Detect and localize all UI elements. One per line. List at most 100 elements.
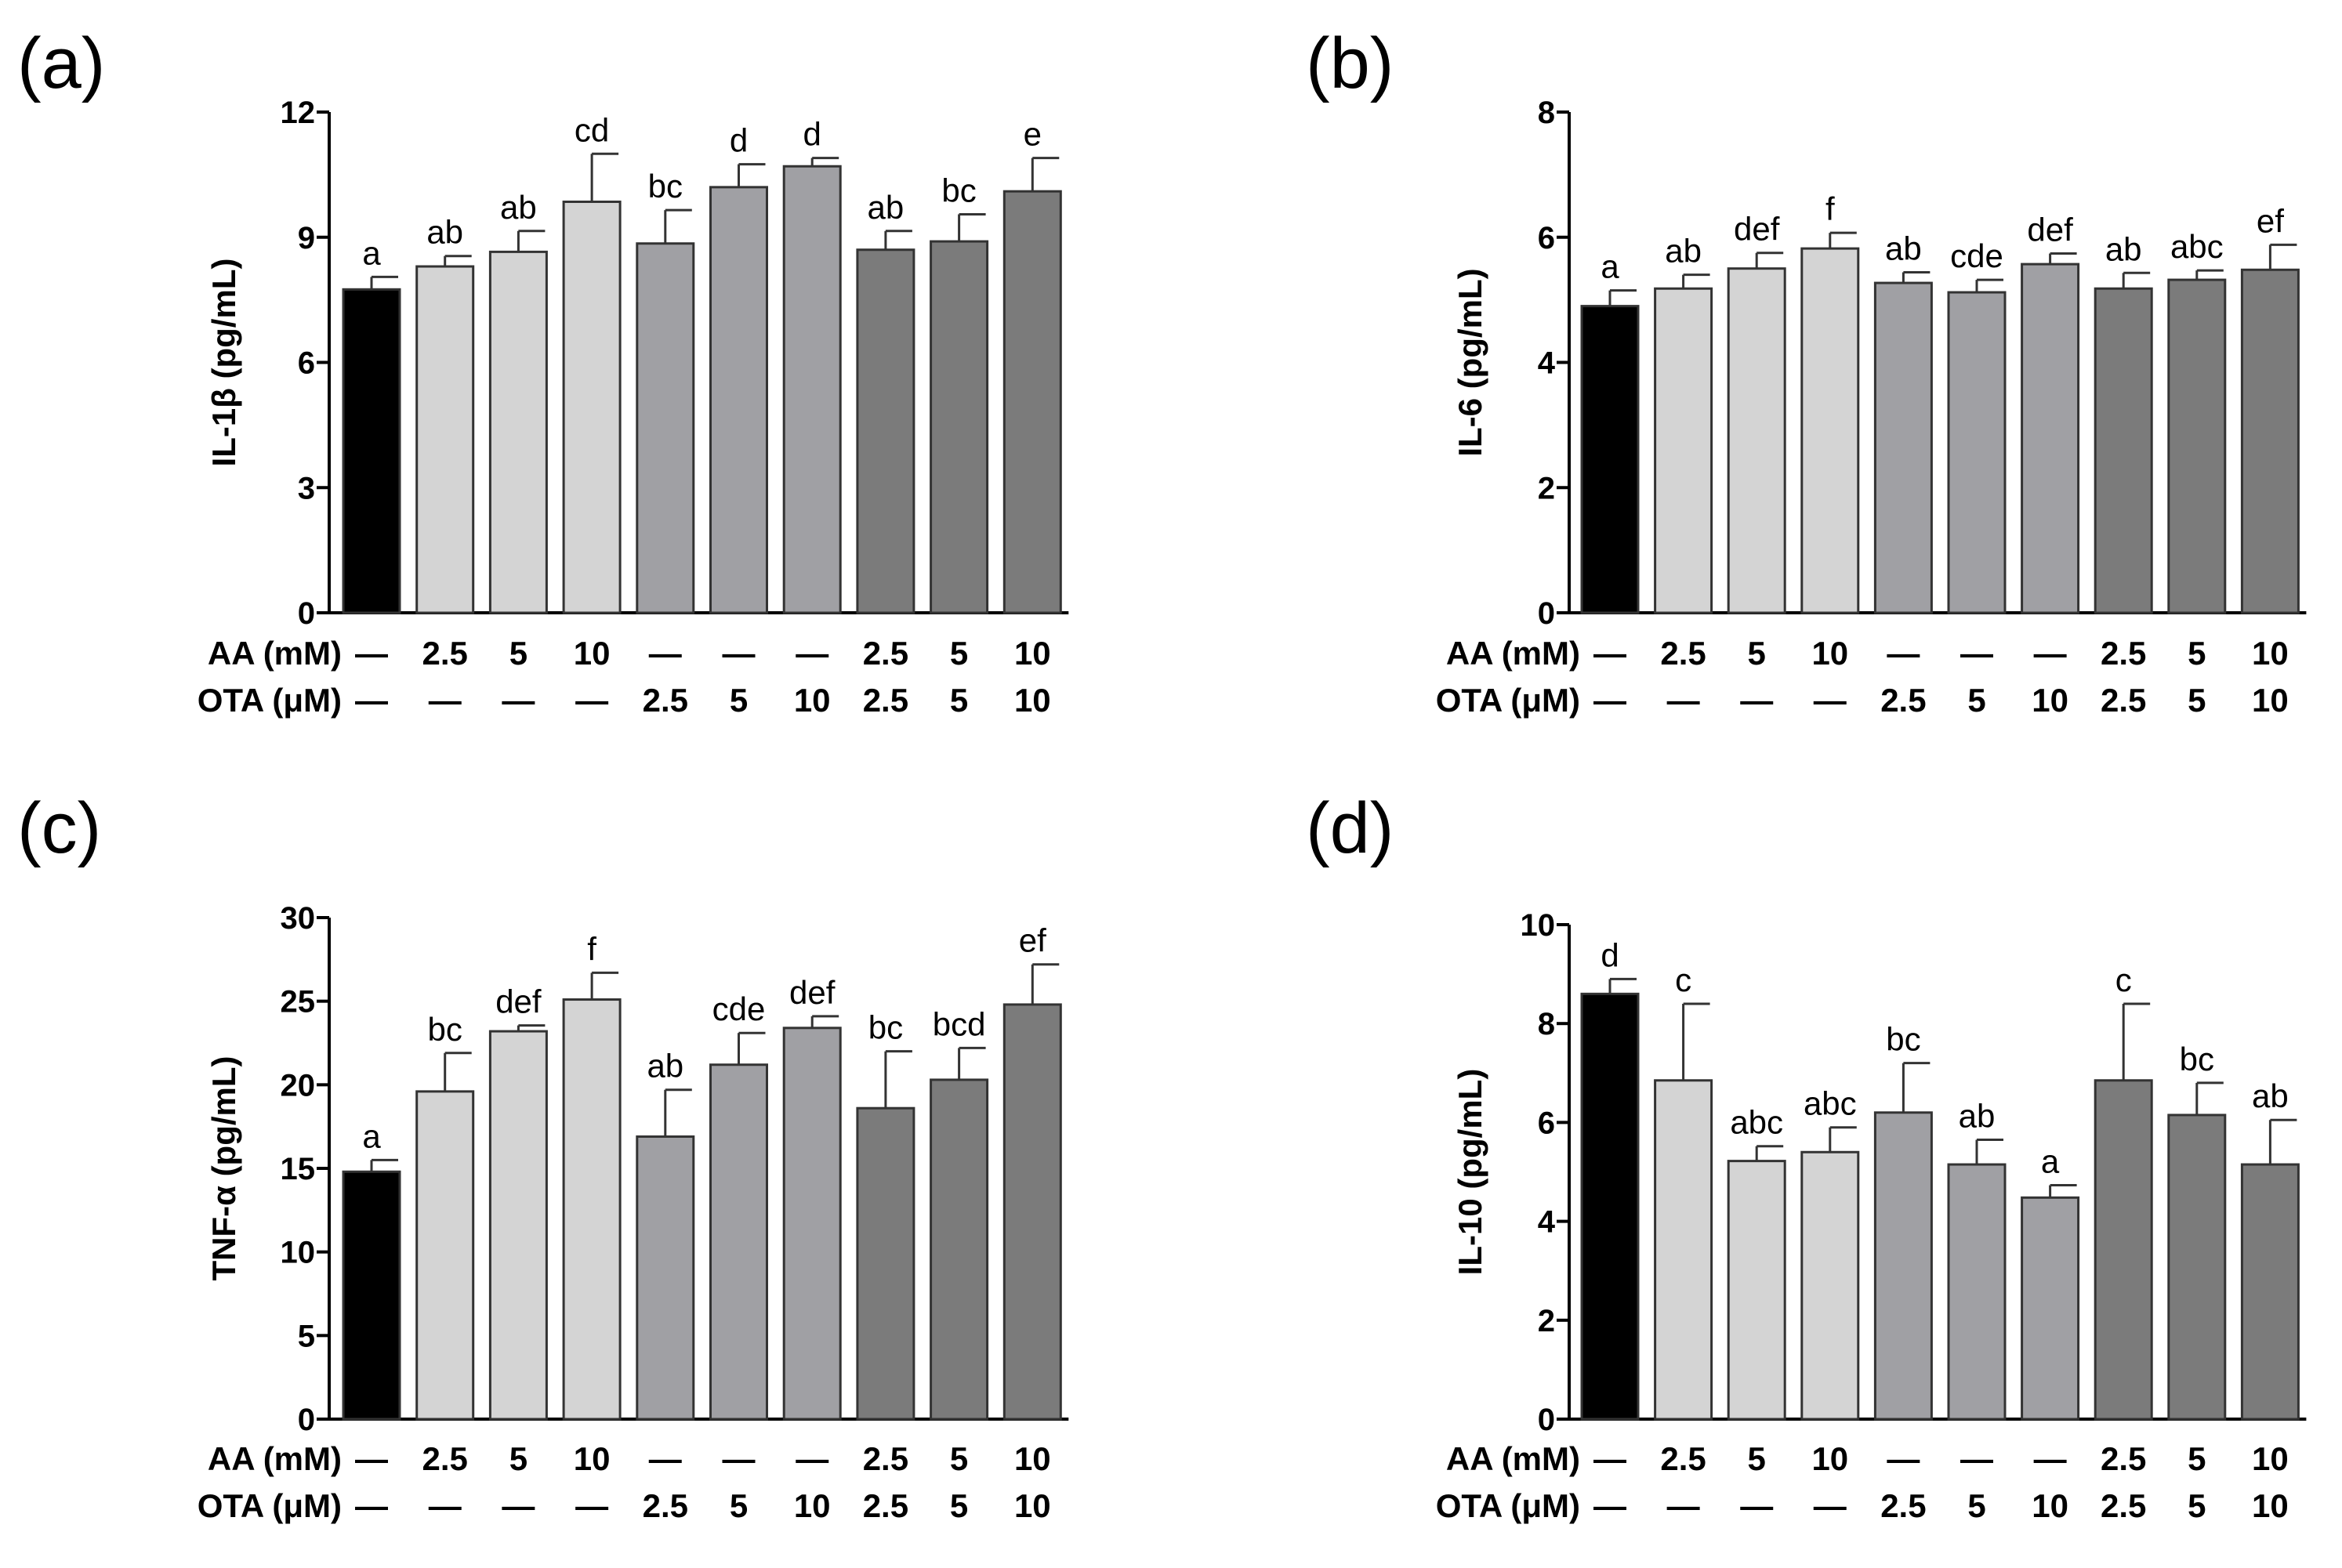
- aa-dose-2: 2.5: [1660, 635, 1706, 672]
- bar-5: [1873, 1111, 1933, 1421]
- significance-label-6: ab: [1959, 1097, 1996, 1134]
- y-tick-label: 6: [1538, 221, 1555, 255]
- significance-label-6: cde: [712, 990, 766, 1027]
- aa-dose-2: 2.5: [1660, 1440, 1706, 1477]
- ota-dose-10: 10: [1014, 1487, 1051, 1524]
- y-tick-label: 12: [281, 96, 316, 130]
- y-tick-label: 0: [1538, 596, 1555, 631]
- bar-10: [2240, 268, 2300, 614]
- aa-dose-7: —: [2034, 1440, 2067, 1477]
- significance-label-2: ab: [426, 214, 463, 251]
- significance-label-4: abc: [1804, 1085, 1857, 1122]
- aa-dose-4: 10: [574, 1440, 611, 1477]
- significance-label-7: def: [789, 974, 836, 1011]
- aa-dose-8: 2.5: [863, 1440, 908, 1477]
- significance-label-3: abc: [1730, 1104, 1783, 1141]
- significance-label-8: ab: [2105, 230, 2142, 267]
- aa-dose-5: —: [1887, 635, 1920, 672]
- bar-10: [2240, 1163, 2300, 1421]
- aa-dose-9: 5: [950, 635, 968, 672]
- y-tick-label: 4: [1538, 1205, 1556, 1240]
- bar-3: [488, 1030, 548, 1421]
- ota-dose-8: 2.5: [2101, 682, 2146, 719]
- ota-dose-7: 10: [794, 1487, 831, 1524]
- panel-label: (d): [1306, 788, 1394, 868]
- aa-dose-8: 2.5: [863, 635, 908, 672]
- ota-dose-1: —: [355, 682, 388, 719]
- significance-label-7: a: [2041, 1143, 2060, 1180]
- bar-2: [1654, 1079, 1713, 1421]
- bar-3: [1727, 1160, 1786, 1421]
- significance-label-8: bc: [868, 1009, 903, 1046]
- ota-dose-8: 2.5: [2101, 1487, 2146, 1524]
- significance-label-8: c: [2115, 961, 2132, 998]
- bar-7: [782, 165, 842, 614]
- ota-row-label: OTA (μM): [198, 1487, 342, 1524]
- y-tick-label: 6: [1538, 1106, 1555, 1140]
- significance-label-5: bc: [1886, 1021, 1920, 1058]
- y-tick-label: 6: [298, 346, 315, 381]
- significance-label-5: ab: [1885, 230, 1922, 266]
- y-axis-label: IL-10 (pg/mL): [1452, 1069, 1488, 1276]
- significance-label-1: a: [1601, 248, 1619, 285]
- aa-dose-6: —: [1960, 635, 1993, 672]
- aa-dose-7: —: [796, 635, 828, 672]
- aa-row-label: AA (mM): [208, 635, 342, 672]
- aa-dose-4: 10: [1811, 1440, 1848, 1477]
- y-axis-label: IL-1β (pg/mL): [205, 259, 242, 467]
- ota-row-label: OTA (μM): [198, 682, 342, 719]
- aa-dose-3: 5: [1748, 635, 1766, 672]
- aa-dose-2: 2.5: [422, 1440, 468, 1477]
- bar-5: [1873, 281, 1933, 614]
- ota-dose-6: 5: [730, 682, 748, 719]
- aa-dose-6: —: [723, 635, 756, 672]
- ota-dose-1: —: [355, 1487, 388, 1524]
- ota-dose-8: 2.5: [863, 682, 908, 719]
- ota-dose-3: —: [1740, 1487, 1773, 1524]
- panel-label: (c): [17, 788, 101, 868]
- aa-dose-10: 10: [1014, 1440, 1051, 1477]
- bar-4: [1800, 247, 1860, 614]
- aa-dose-4: 10: [1811, 635, 1848, 672]
- bar-8: [2094, 287, 2153, 614]
- significance-label-4: f: [1825, 190, 1835, 227]
- ota-dose-2: —: [1667, 682, 1700, 719]
- ota-dose-4: —: [1814, 1487, 1847, 1524]
- ota-dose-4: —: [1814, 682, 1847, 719]
- significance-label-3: ab: [500, 189, 537, 226]
- aa-dose-1: —: [355, 1440, 388, 1477]
- bar-7: [782, 1027, 842, 1421]
- significance-label-6: cde: [1950, 237, 2003, 274]
- aa-dose-6: —: [1960, 1440, 1993, 1477]
- aa-dose-1: —: [1593, 1440, 1626, 1477]
- significance-label-9: abc: [2170, 228, 2224, 265]
- ota-dose-5: 2.5: [1880, 682, 1926, 719]
- y-tick-label: 8: [1538, 1007, 1555, 1041]
- significance-label-2: bc: [428, 1011, 462, 1048]
- aa-dose-3: 5: [1748, 1440, 1766, 1477]
- aa-dose-10: 10: [2252, 1440, 2289, 1477]
- significance-label-5: ab: [647, 1048, 683, 1085]
- ota-dose-8: 2.5: [863, 1487, 908, 1524]
- aa-dose-10: 10: [1014, 635, 1051, 672]
- significance-label-3: def: [1734, 211, 1780, 248]
- aa-dose-1: —: [1593, 635, 1626, 672]
- aa-row-label: AA (mM): [1446, 1440, 1580, 1477]
- y-tick-label: 30: [281, 901, 316, 936]
- bar-10: [1002, 1003, 1062, 1421]
- y-tick-label: 25: [281, 985, 316, 1019]
- ota-row-label: OTA (μM): [1436, 682, 1580, 719]
- bar-3: [1727, 267, 1786, 614]
- y-tick-label: 8: [1538, 96, 1555, 130]
- significance-label-2: c: [1675, 961, 1691, 998]
- y-tick-label: 0: [1538, 1403, 1555, 1437]
- bar-6: [1947, 291, 2007, 614]
- y-tick-label: 5: [298, 1319, 315, 1353]
- ota-dose-3: —: [502, 682, 535, 719]
- bar-1: [342, 288, 401, 614]
- significance-label-8: ab: [868, 189, 905, 226]
- aa-row-label: AA (mM): [1446, 635, 1580, 672]
- bar-9: [2167, 278, 2227, 614]
